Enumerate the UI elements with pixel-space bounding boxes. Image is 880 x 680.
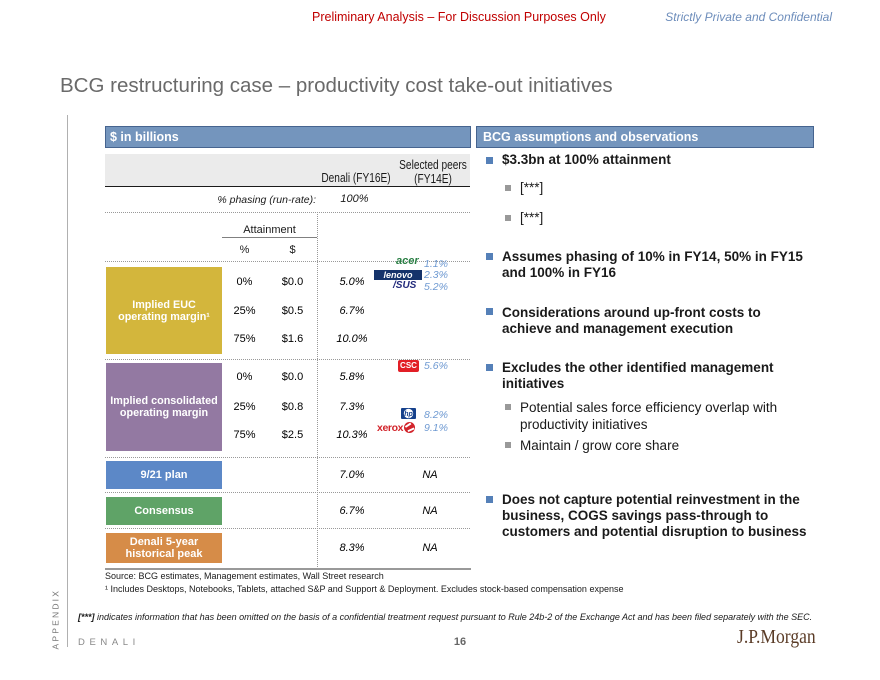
svg-text:hp: hp [404, 411, 413, 418]
